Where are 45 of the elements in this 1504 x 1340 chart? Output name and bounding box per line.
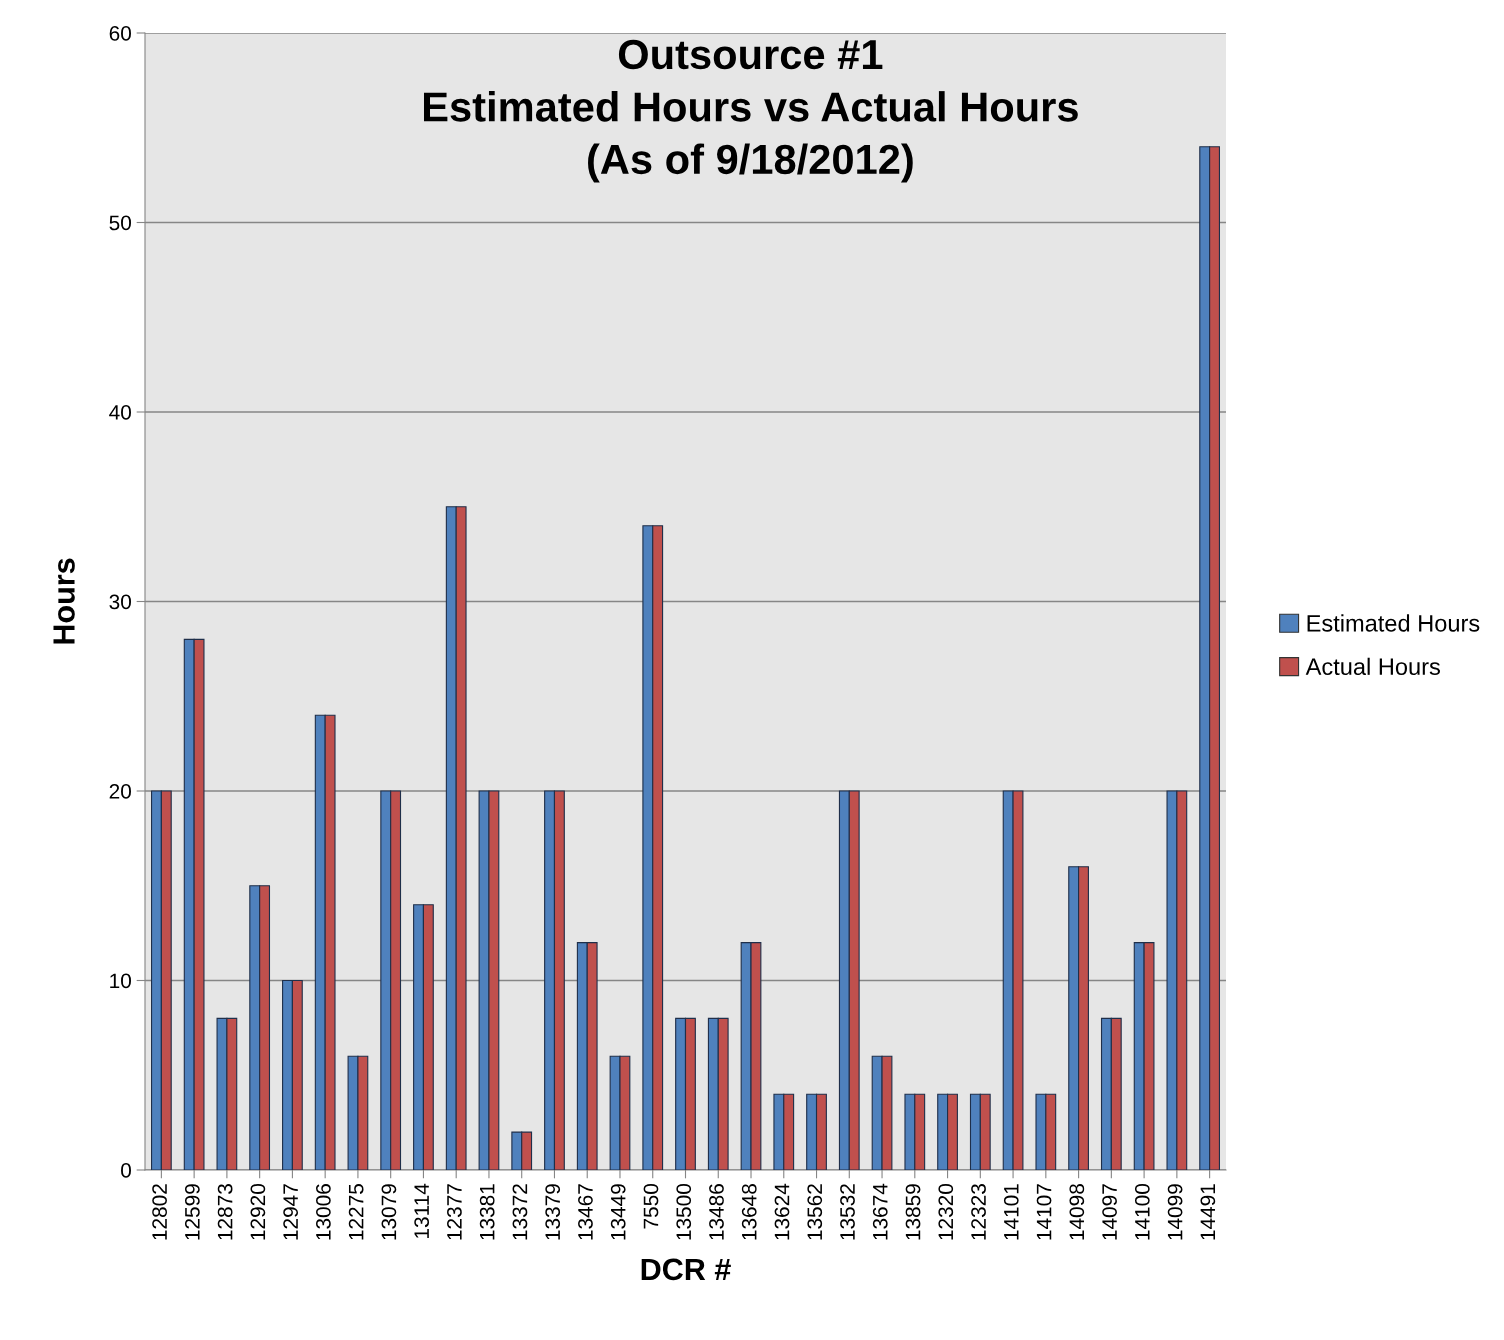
x-tick-label: 14101 <box>1003 1184 1019 1240</box>
x-tick-label: 13500 <box>676 1184 692 1240</box>
x-tick-label: 12947 <box>283 1184 298 1240</box>
x-tick-label: 13859 <box>905 1184 921 1240</box>
x-tick-label: 14107 <box>1036 1184 1052 1240</box>
x-axis-title: DCR # <box>641 1258 731 1281</box>
x-tick-label: 12320 <box>938 1184 954 1240</box>
x-tick-label: 13486 <box>709 1184 724 1240</box>
x-tick-label: 13379 <box>545 1184 561 1240</box>
x-tick-label: 14491 <box>1200 1184 1216 1240</box>
y-tick-label: 40 <box>109 405 131 420</box>
x-tick-label: 14098 <box>1069 1184 1085 1240</box>
x-tick-label: 13006 <box>316 1184 331 1240</box>
x-tick-label: 12920 <box>250 1184 266 1240</box>
x-tick-label: 13114 <box>414 1183 430 1238</box>
x-tick-label: 13381 <box>479 1184 495 1240</box>
x-tick-label: 13624 <box>774 1183 790 1240</box>
x-tick-label: 12323 <box>971 1184 986 1240</box>
x-tick-label: 13532 <box>840 1184 855 1240</box>
legend-label: Estimated Hours <box>1307 614 1480 632</box>
legend-label: Actual Hours <box>1305 657 1440 676</box>
y-tick-label: 10 <box>110 973 131 989</box>
y-tick-label: 30 <box>109 594 131 610</box>
x-tick-label: 13674 <box>872 1183 888 1240</box>
x-tick-label: 7550 <box>643 1184 659 1229</box>
x-tick-label: 13562 <box>807 1184 823 1240</box>
y-tick-label: 50 <box>109 215 131 231</box>
x-tick-label: 12275 <box>348 1184 364 1240</box>
text: Outsource #1 Estimated Hours vs Actual Hours (As of 9/18/2012) <box>424 39 1078 183</box>
y-tick-label: 0 <box>121 1163 131 1178</box>
x-tick-label: 14099 <box>1167 1184 1183 1240</box>
x-tick-label: 12377 <box>447 1184 462 1240</box>
x-tick-label: 12873 <box>217 1184 233 1240</box>
x-tick-label: 13467 <box>578 1184 593 1240</box>
x-tick-label: 12599 <box>184 1184 200 1240</box>
x-tick-label: 14097 <box>1102 1184 1117 1240</box>
y-tick-label: 20 <box>109 784 131 799</box>
x-tick-label: 13449 <box>610 1184 626 1240</box>
x-tick-label: 13079 <box>381 1184 397 1240</box>
x-tick-label: 13648 <box>741 1184 757 1240</box>
x-tick-label: 14100 <box>1134 1184 1150 1240</box>
y-tick-label: 60 <box>109 26 131 41</box>
x-tick-label: 13372 <box>512 1184 528 1240</box>
x-tick-label: 12802 <box>152 1184 167 1240</box>
y-axis-title: Hours <box>53 558 75 644</box>
